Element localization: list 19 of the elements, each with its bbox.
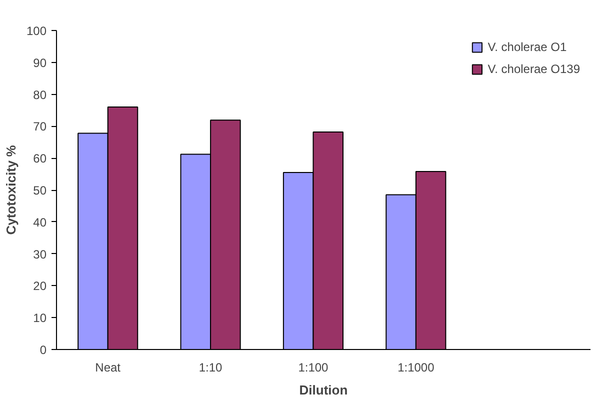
- y-tick-label: 60: [33, 152, 47, 166]
- y-tick-label: 20: [33, 279, 47, 294]
- x-tick-label: Neat: [95, 360, 122, 374]
- x-axis-title: Dilution: [299, 382, 348, 398]
- y-tick-label: 10: [33, 311, 47, 326]
- y-tick-label: 40: [33, 215, 47, 230]
- y-tick-label: 0: [40, 343, 47, 357]
- legend-label: V. cholerae O139: [488, 62, 580, 76]
- y-tick-label: 100: [26, 24, 47, 38]
- y-tick-label: 80: [33, 88, 47, 102]
- x-tick-label: 1:10: [198, 360, 223, 374]
- y-tick-label: 50: [33, 184, 47, 198]
- x-tick-label: 1:100: [298, 360, 329, 374]
- y-tick-label: 90: [33, 56, 47, 70]
- legend-label: V. cholerae O1: [488, 40, 567, 54]
- y-tick-label: 30: [33, 247, 47, 262]
- y-tick-label: 70: [33, 120, 47, 134]
- x-tick-label: 1:1000: [398, 360, 435, 374]
- y-axis-title: Cytotoxicity %: [3, 144, 18, 235]
